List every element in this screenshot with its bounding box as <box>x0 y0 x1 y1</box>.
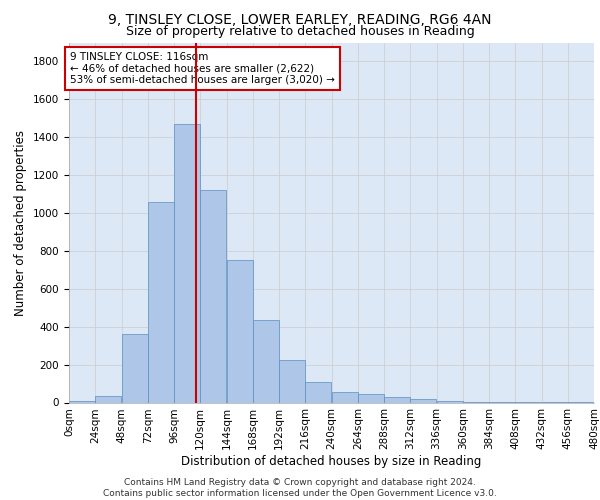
Bar <box>410 398 436 402</box>
Bar <box>358 394 384 402</box>
Text: 9 TINSLEY CLOSE: 116sqm
← 46% of detached houses are smaller (2,622)
53% of semi: 9 TINSLEY CLOSE: 116sqm ← 46% of detache… <box>70 52 335 85</box>
Bar <box>253 320 279 402</box>
Text: 9, TINSLEY CLOSE, LOWER EARLEY, READING, RG6 4AN: 9, TINSLEY CLOSE, LOWER EARLEY, READING,… <box>108 12 492 26</box>
Bar <box>437 400 463 402</box>
Bar <box>227 260 253 402</box>
Bar <box>95 396 121 402</box>
Bar <box>279 360 305 403</box>
X-axis label: Distribution of detached houses by size in Reading: Distribution of detached houses by size … <box>181 455 482 468</box>
Bar <box>174 124 200 402</box>
Text: Contains HM Land Registry data © Crown copyright and database right 2024.
Contai: Contains HM Land Registry data © Crown c… <box>103 478 497 498</box>
Y-axis label: Number of detached properties: Number of detached properties <box>14 130 28 316</box>
Bar <box>332 392 358 402</box>
Bar <box>69 400 95 402</box>
Bar <box>148 202 174 402</box>
Text: Size of property relative to detached houses in Reading: Size of property relative to detached ho… <box>125 25 475 38</box>
Bar <box>122 334 148 402</box>
Bar <box>384 397 410 402</box>
Bar <box>200 190 226 402</box>
Bar <box>305 382 331 402</box>
